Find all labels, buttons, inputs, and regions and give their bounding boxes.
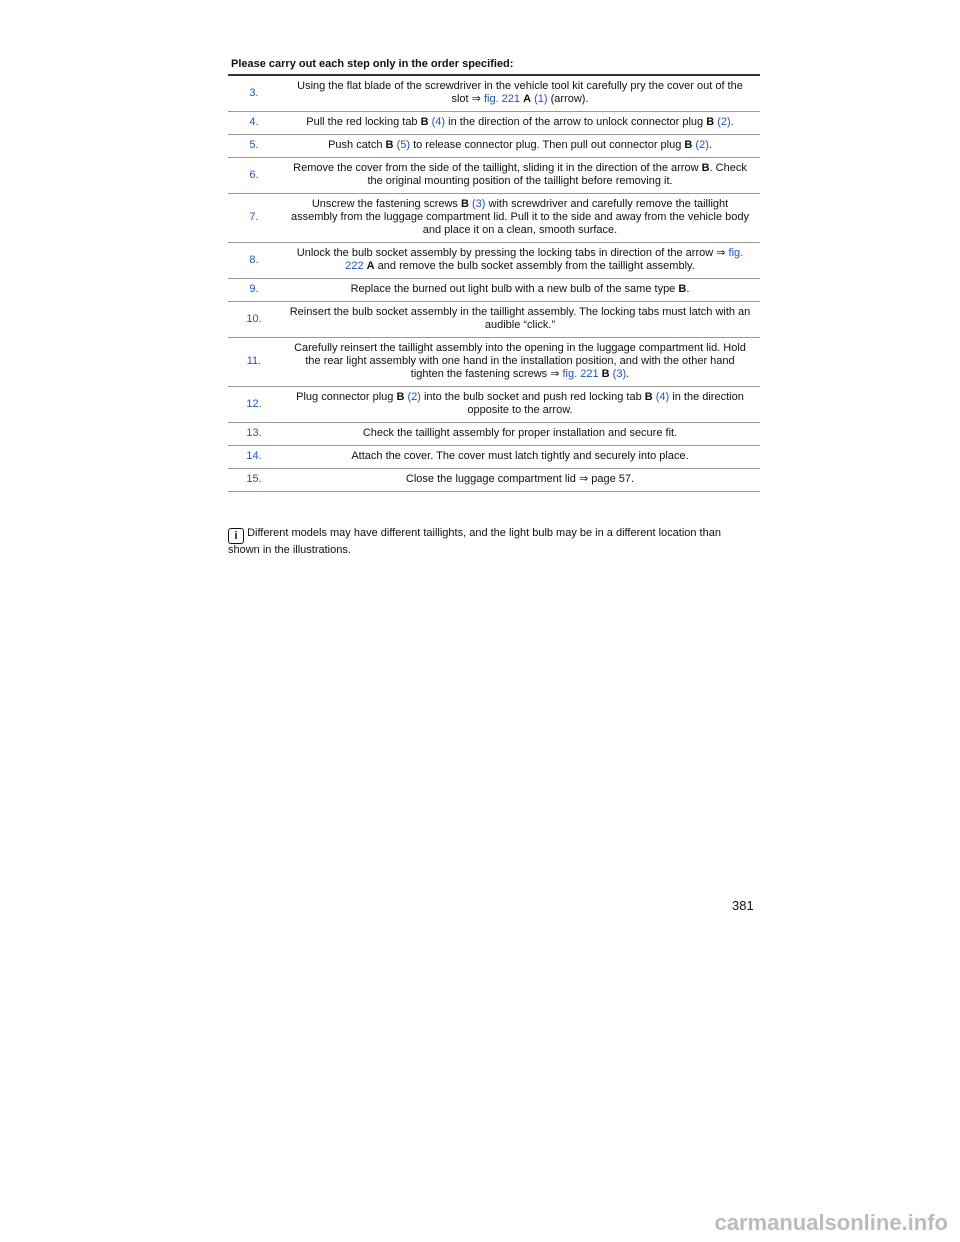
step-number: 6.: [249, 168, 259, 181]
text-run: B: [644, 391, 653, 403]
text-run: B: [396, 391, 405, 403]
text-run: Unscrew the fastening screws: [311, 198, 458, 210]
text-run: (1): [534, 93, 548, 105]
step-text: Close the luggage compartment lid ⇒ page…: [280, 473, 760, 486]
step-text: Replace the burned out light bulb with a…: [280, 283, 760, 296]
text-run: in the direction opposite to the arrow.: [467, 391, 744, 416]
text-run: B: [684, 139, 693, 151]
text-run: Carefully reinsert the taillight assembl…: [294, 342, 746, 380]
text-run: .: [686, 283, 690, 295]
text-run: (2): [695, 139, 709, 151]
text-run: A: [523, 93, 532, 105]
step-number: 11.: [246, 355, 262, 367]
step-number: 4.: [249, 116, 259, 128]
step-text: Plug connector plug B (2) into the bulb …: [280, 391, 760, 417]
text-run: (3): [612, 368, 627, 380]
text-run: (2): [717, 116, 731, 128]
text-run: (5): [396, 139, 411, 151]
step-row: 10. Reinsert the bulb socket assembly in …: [228, 302, 760, 338]
text-run: into the bulb socket and push red lockin…: [423, 391, 642, 403]
footer-watermark: carmanualsonline.info: [714, 1210, 949, 1235]
text-run: B: [678, 283, 687, 295]
info-icon: i: [228, 528, 244, 544]
header-title: Please carry out each step only in the o…: [231, 58, 514, 70]
text-run: (4): [655, 391, 670, 403]
steps-table: 3. Using the flat blade of the screwdrive…: [228, 74, 760, 492]
step-text: Push catch B (5) to release connector pl…: [280, 139, 760, 152]
step-text: Attach the cover. The cover must latch t…: [280, 450, 760, 463]
text-run: and remove the bulb socket assembly from…: [377, 260, 695, 272]
step-text: Using the flat blade of the screwdriver …: [280, 80, 760, 106]
step-number: 5.: [249, 139, 259, 151]
step-text: Remove the cover from the side of the ta…: [280, 162, 760, 188]
text-run: Replace the burned out light bulb with a…: [350, 283, 676, 295]
step-row: 6. Remove the cover from the side of the …: [228, 158, 760, 194]
text-run: fig. 222: [345, 247, 744, 272]
step-row: 4. Pull the red locking tab B (4) in the …: [228, 112, 760, 135]
text-run: Attach the cover. The cover must latch t…: [351, 450, 689, 462]
step-row: 9. Replace the burned out light bulb with…: [228, 279, 760, 302]
step-row: 11. Carefully reinsert the taillight asse…: [228, 338, 760, 387]
text-run: A: [366, 260, 375, 272]
text-run: (2): [407, 391, 421, 403]
step-row: 7. Unscrew the fastening screws B (3) wit…: [228, 194, 760, 243]
page-number: 381: [732, 898, 754, 913]
text-run: B: [461, 198, 469, 210]
text-run: Different models may have different tail…: [228, 527, 721, 556]
step-row: 13. Check the taillight assembly for prop…: [228, 423, 760, 446]
text-run: in the direction of the arrow to unlock …: [448, 116, 704, 128]
text-run: (4): [431, 116, 446, 128]
text-run: B: [385, 139, 394, 151]
step-row: 8. Unlock the bulb socket assembly by pre…: [228, 243, 760, 279]
text-run: with screwdriver and carefully remove th…: [291, 198, 749, 236]
text-run: B: [420, 116, 429, 128]
text-run: (3): [472, 198, 486, 210]
text-run: .: [626, 368, 630, 380]
step-text: Unlock the bulb socket assembly by press…: [280, 247, 760, 273]
text-run: to release connector plug. Then pull out…: [413, 139, 682, 151]
text-run: Reinsert the bulb socket assembly in the…: [289, 306, 751, 331]
step-number: 9.: [249, 283, 259, 295]
step-text: Unscrew the fastening screws B (3) with …: [280, 198, 760, 237]
text-run: B: [601, 368, 610, 380]
step-text: Carefully reinsert the taillight assembl…: [280, 342, 760, 381]
text-run: . Check the original mounting position o…: [367, 162, 747, 187]
step-row: 14. Attach the cover. The cover must latc…: [228, 446, 760, 469]
text-run: Pull the red locking tab: [306, 116, 418, 128]
text-run: (arrow).: [550, 93, 589, 105]
step-text: Pull the red locking tab B (4) in the di…: [280, 116, 760, 129]
note: i Different models may have different ta…: [228, 527, 748, 557]
step-number: 12.: [246, 397, 262, 410]
step-number: 7.: [249, 211, 259, 223]
text-run: Push catch: [328, 139, 383, 151]
text-run: Close the luggage compartment lid ⇒ page…: [405, 473, 635, 485]
text-run: Unlock the bulb socket assembly by press…: [296, 247, 726, 259]
step-row: 3. Using the flat blade of the screwdrive…: [228, 76, 760, 112]
step-number: 15.: [246, 473, 262, 485]
text-run: Using the flat blade of the screwdriver …: [297, 80, 743, 105]
step-row: 12. Plug connector plug B (2) into the bu…: [228, 387, 760, 423]
text-run: Remove the cover from the side of the ta…: [293, 162, 699, 174]
text-run: .: [730, 116, 734, 128]
text-run: B: [701, 162, 710, 174]
step-row: 5. Push catch B (5) to release connector …: [228, 135, 760, 158]
step-number: 3.: [249, 86, 259, 99]
text-run: fig. 221: [483, 93, 521, 105]
text-run: .: [708, 139, 712, 151]
step-row: 15. Close the luggage compartment lid ⇒ p…: [228, 469, 760, 492]
text-run: Plug connector plug: [296, 391, 394, 403]
step-number: 8.: [249, 253, 259, 266]
text-run: B: [706, 116, 715, 128]
step-number: 14.: [246, 450, 262, 462]
step-number: 13.: [246, 427, 262, 439]
step-text: Check the taillight assembly for proper …: [280, 427, 760, 440]
text-run: fig. 221: [562, 368, 599, 380]
step-number: 10.: [246, 312, 262, 325]
step-text: Reinsert the bulb socket assembly in the…: [280, 306, 760, 332]
text-run: Check the taillight assembly for proper …: [362, 427, 678, 439]
